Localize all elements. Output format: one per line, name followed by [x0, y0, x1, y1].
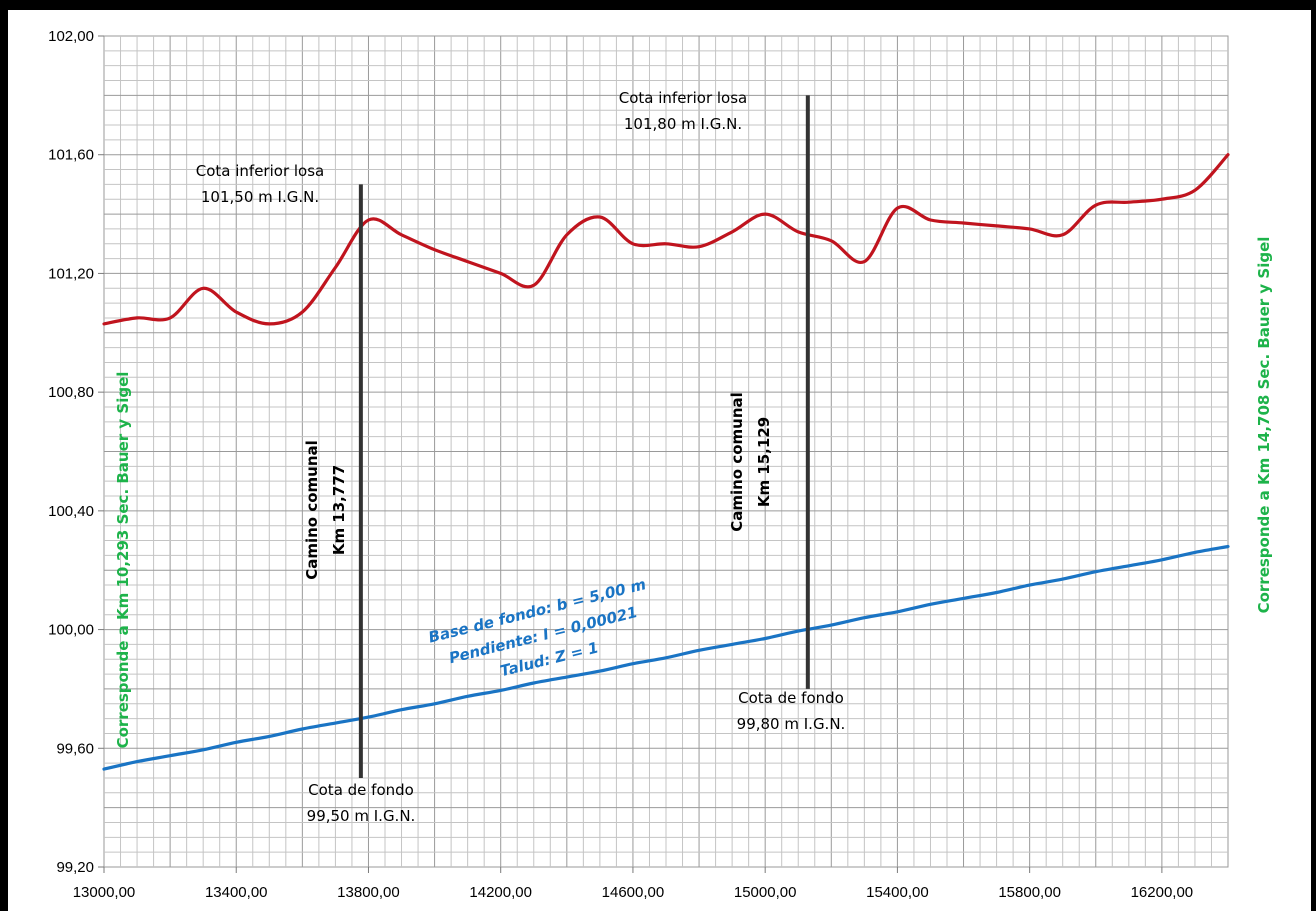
top-left-note-line2: 101,50 m I.G.N. [201, 188, 319, 206]
camino2-label-line1: Camino comunal [728, 392, 746, 532]
grid [103, 35, 1229, 868]
bottom-left-note-line1: Cota de fondo [308, 781, 414, 799]
x-tick-label: 15800,00 [998, 884, 1061, 901]
camino2-label-line2: Km 15,129 [755, 417, 773, 507]
y-tick-label: 100,40 [48, 503, 94, 520]
bottom-left-note-line2: 99,50 m I.G.N. [307, 807, 416, 825]
y-tick-label: 100,80 [48, 384, 94, 401]
y-tick-label: 99,60 [56, 740, 94, 757]
camino1-label-line2: Km 13,777 [330, 465, 348, 555]
x-tick-label: 13800,00 [337, 884, 400, 901]
side-note-right: Corresponde a Km 14,708 Sec. Bauer y Sig… [1255, 237, 1273, 614]
markers-group [358, 95, 810, 778]
bottom-right-note-line1: Cota de fondo [738, 689, 844, 707]
side-note-left: Corresponde a Km 10,293 Sec. Bauer y Sig… [114, 372, 132, 749]
y-tick-label: 100,00 [48, 622, 94, 639]
series-line-lower [102, 544, 1230, 771]
bottom-right-note-line2: 99,80 m I.G.N. [737, 715, 846, 733]
chart-frame: 13000,00 13400,00 13800,00 14200,00 14600,00… [8, 10, 1311, 911]
y-tick-label: 101,20 [48, 265, 94, 282]
top-right-note-line1: Cota inferior losa [619, 89, 747, 107]
x-tick-label: 15000,00 [734, 884, 797, 901]
chart: 13000,00 13400,00 13800,00 14200,00 14600,00… [48, 28, 1273, 901]
x-tick-label: 14600,00 [602, 884, 665, 901]
x-tick-label: 16200,00 [1131, 884, 1194, 901]
series-line-upper [102, 153, 1230, 326]
y-tick-label: 99,20 [56, 859, 94, 876]
x-tick-label: 15400,00 [866, 884, 929, 901]
series-group [102, 153, 1230, 771]
x-tick-label: 13400,00 [205, 884, 268, 901]
x-tick-label: 13000,00 [73, 884, 136, 901]
y-tick-label: 101,60 [48, 147, 94, 164]
y-tick-label: 102,00 [48, 28, 94, 45]
axes: 13000,00 13400,00 13800,00 14200,00 14600,00… [48, 28, 1193, 901]
top-right-note-line2: 101,80 m I.G.N. [624, 115, 742, 133]
top-left-note-line1: Cota inferior losa [196, 162, 324, 180]
camino1-label-line1: Camino comunal [303, 440, 321, 580]
x-tick-label: 14200,00 [469, 884, 532, 901]
